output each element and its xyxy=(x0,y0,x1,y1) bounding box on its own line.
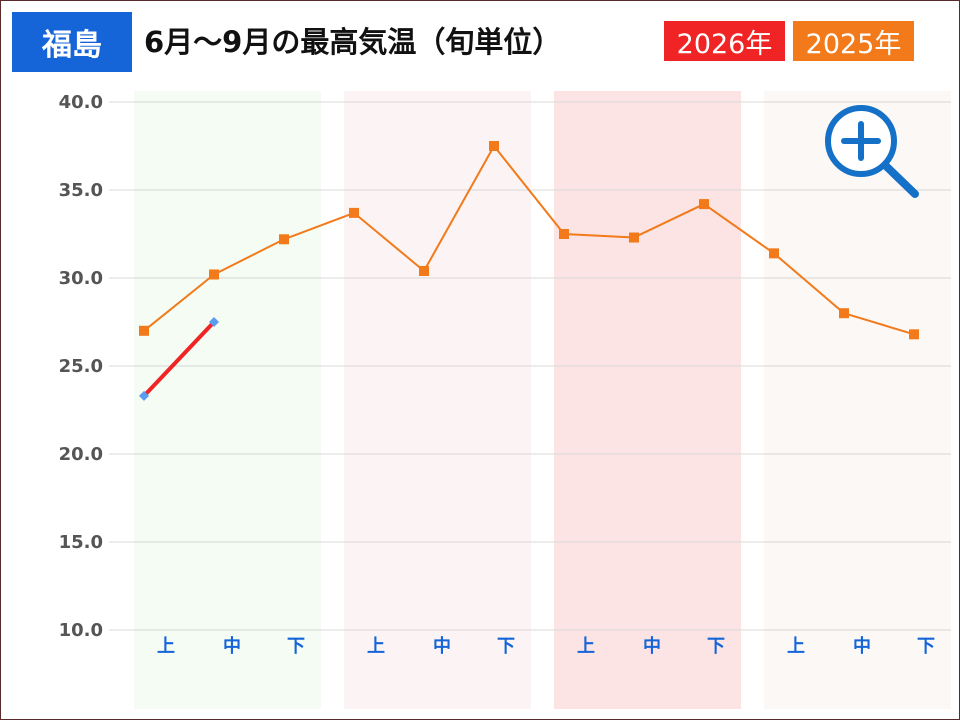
data-point xyxy=(489,141,499,151)
data-point xyxy=(139,390,149,401)
data-point xyxy=(279,234,289,245)
data-point xyxy=(419,265,429,276)
series-line xyxy=(143,145,915,336)
x-tick-label: 上 xyxy=(367,636,385,657)
y-tick-label: 35.0 xyxy=(59,180,103,201)
x-tick-label: 中 xyxy=(433,635,451,657)
series-line xyxy=(142,320,216,398)
x-tick-label: 下 xyxy=(917,636,935,657)
y-tick-label: 40.0 xyxy=(59,92,103,113)
city-badge: 福島 xyxy=(12,12,132,72)
y-tick-label: 10.0 xyxy=(59,620,103,641)
x-tick-label: 上 xyxy=(787,636,805,657)
data-point xyxy=(139,325,149,336)
data-point xyxy=(769,248,779,259)
y-tick-label: 20.0 xyxy=(59,444,103,465)
legend-2026: 2026年 xyxy=(664,21,785,61)
series-lines xyxy=(139,141,919,401)
zoom-in-icon[interactable] xyxy=(825,105,919,198)
x-tick-label: 上 xyxy=(157,636,175,657)
data-point xyxy=(209,269,219,280)
x-tick-label: 下 xyxy=(497,636,515,657)
x-axis-ticks: 上中下上中下上中下上中下 xyxy=(157,635,935,657)
x-tick-label: 中 xyxy=(853,635,871,657)
y-tick-label: 15.0 xyxy=(59,532,103,553)
month-bands xyxy=(134,91,951,709)
data-point xyxy=(699,199,709,210)
x-tick-label: 中 xyxy=(643,635,661,657)
month-band xyxy=(764,91,951,709)
data-point xyxy=(839,308,849,319)
y-axis-ticks: 10.0 15.0 20.0 25.0 30.0 35.0 40.0 xyxy=(59,92,103,641)
x-tick-label: 下 xyxy=(707,636,725,657)
x-tick-label: 上 xyxy=(577,636,595,657)
y-tick-label: 25.0 xyxy=(59,356,103,377)
chart-title: 6月～9月の最高気温（旬単位） xyxy=(144,25,562,59)
data-point xyxy=(209,317,219,327)
month-band xyxy=(344,91,531,709)
data-point xyxy=(629,232,639,243)
y-tick-label: 30.0 xyxy=(59,268,103,289)
x-tick-label: 中 xyxy=(223,635,241,657)
month-band xyxy=(134,91,321,709)
data-point xyxy=(909,329,919,340)
month-band xyxy=(554,91,741,709)
data-point xyxy=(349,207,359,218)
legend-2025: 2025年 xyxy=(793,21,914,61)
x-tick-label: 下 xyxy=(287,636,305,657)
data-point xyxy=(559,229,569,239)
